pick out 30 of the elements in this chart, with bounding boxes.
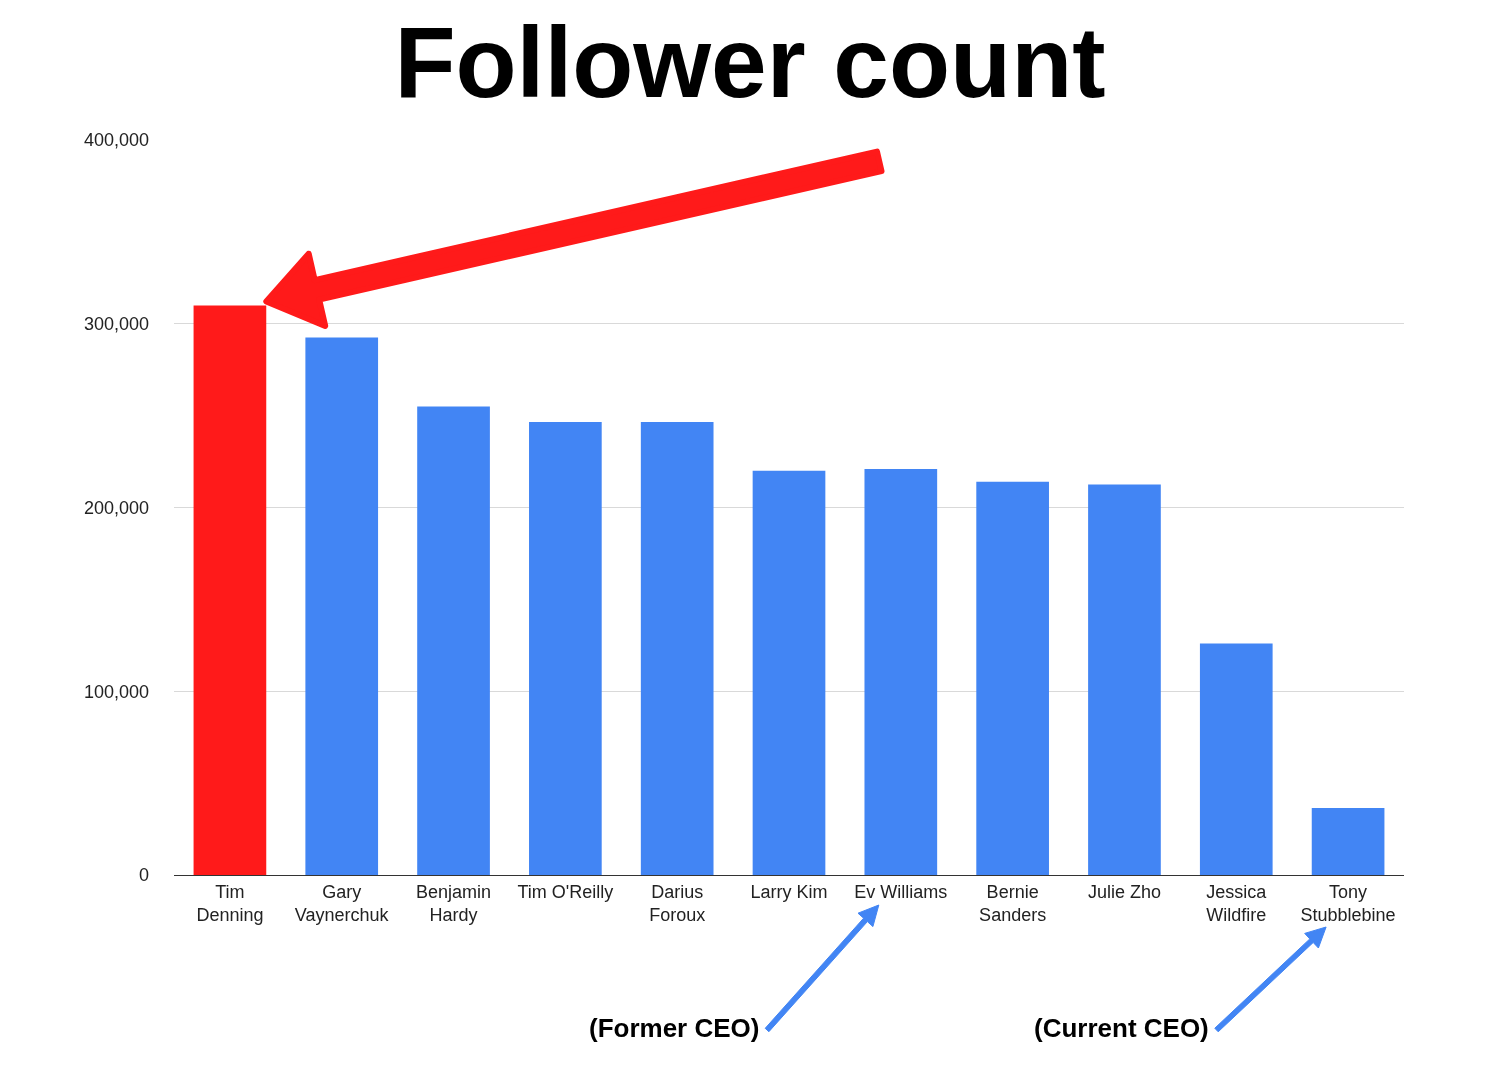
y-tick-label: 300,000	[83, 314, 149, 335]
bar	[640, 422, 714, 875]
x-tick-label: Ev Williams	[854, 881, 948, 902]
text: (Current CEO)	[1034, 1013, 1209, 1043]
bar	[1088, 484, 1161, 875]
x-tick-label: Tim Denning	[196, 881, 264, 925]
bar	[305, 337, 379, 875]
x-tick-label: Jessica Wildfire	[1206, 881, 1268, 925]
x-tick-label: Benjamin Hardy	[416, 881, 492, 925]
bar	[864, 468, 938, 875]
bar	[1199, 643, 1273, 875]
text: (Former CEO)	[589, 1013, 760, 1043]
bar	[1311, 807, 1385, 875]
x-tick-label: Larry Kim	[750, 881, 828, 902]
x-tick-label: Tony Stubblebine	[1300, 881, 1396, 925]
x-tick-label: Tim O'Reilly	[517, 881, 614, 902]
bar	[976, 481, 1049, 875]
bar	[752, 470, 826, 875]
x-tick-label: Darius Foroux	[649, 881, 706, 925]
bar	[529, 422, 602, 875]
y-tick-label: 400,000	[83, 130, 149, 151]
y-tick-label: 100,000	[83, 681, 149, 702]
y-tick-label: 200,000	[83, 497, 149, 518]
y-tick-label: 0	[138, 865, 149, 886]
bar	[417, 406, 490, 875]
bar	[193, 305, 267, 875]
x-tick-label: Julie Zho	[1087, 881, 1161, 902]
chart-title: Follower count	[394, 6, 1106, 118]
x-tick-label: Bernie Sanders	[979, 881, 1047, 925]
x-tick-label: Gary Vaynerchuk	[294, 881, 390, 925]
